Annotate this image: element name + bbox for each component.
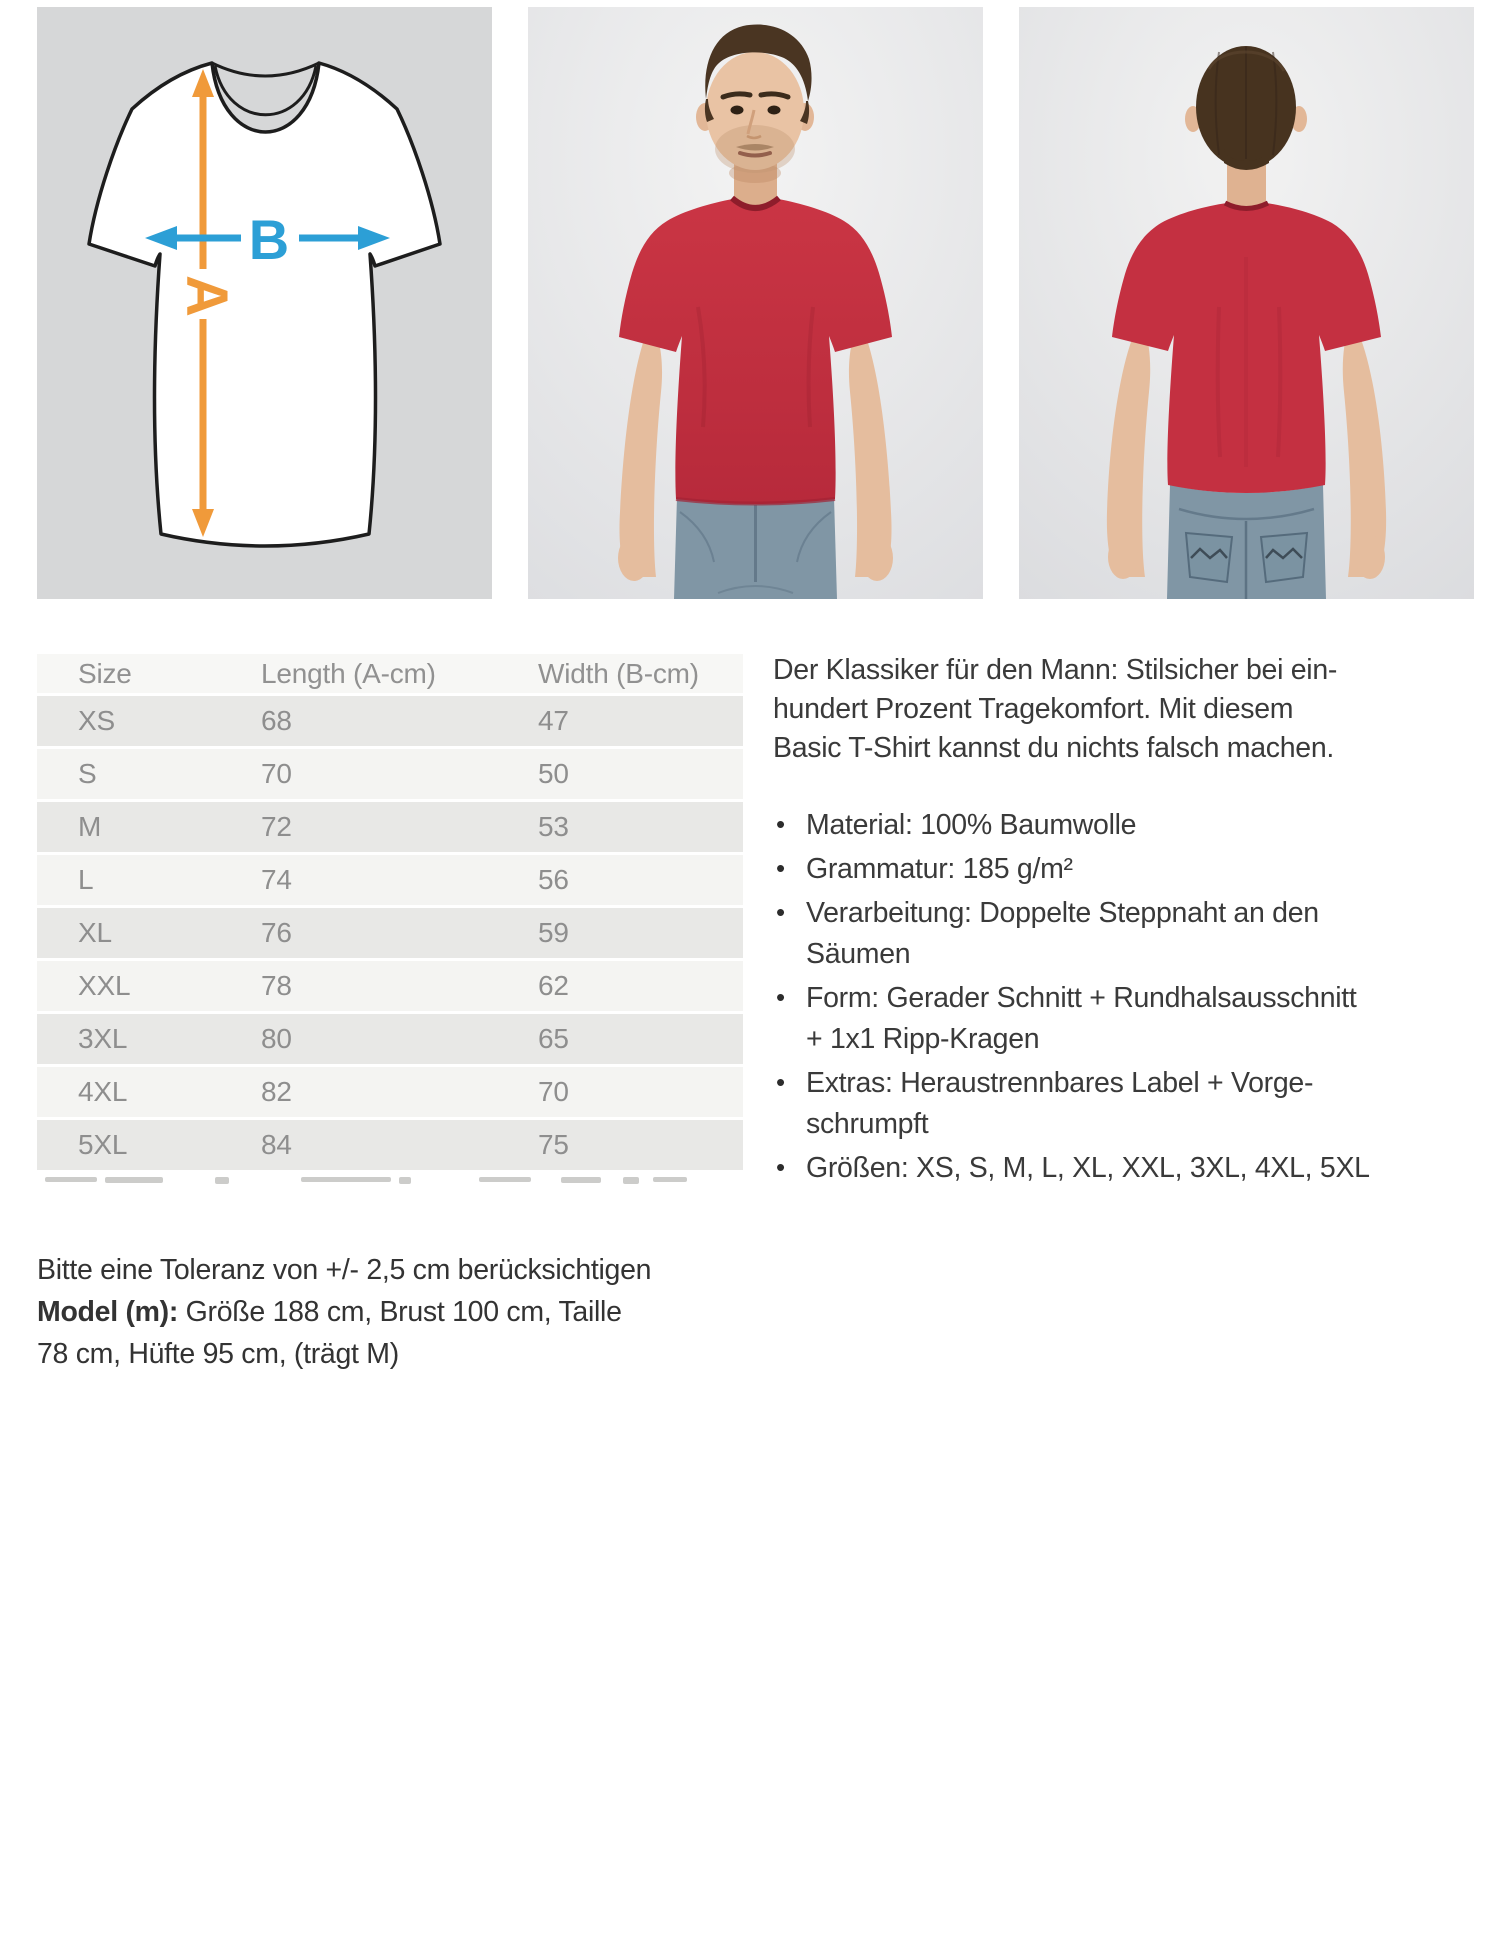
red-tshirt-front <box>619 195 892 506</box>
jeans <box>674 497 837 599</box>
collar-band <box>730 195 781 211</box>
arms <box>618 329 893 581</box>
arms <box>1106 327 1387 579</box>
hair <box>705 24 812 102</box>
width-arrow: B <box>145 208 390 271</box>
clipped-table-row-artifact <box>37 1177 743 1185</box>
mustache <box>736 144 774 151</box>
model-measurements-line1: Model (m): Größe 188 cm, Brust 100 cm, T… <box>37 1291 743 1333</box>
table-row: L 74 56 <box>37 855 743 905</box>
model-back-illustration <box>1019 7 1474 599</box>
bullet-icon: • <box>776 1152 785 1182</box>
measurement-notes: Bitte eine Toleranz von +/- 2,5 cm berüc… <box>37 1249 743 1375</box>
back-of-head <box>1185 46 1307 170</box>
table-row: M 72 53 <box>37 802 743 852</box>
model-measurements-rest: Größe 188 cm, Brust 100 cm, Taille <box>178 1296 622 1328</box>
list-item: • Verarbeitung: Doppelte Steppnaht an den… <box>773 893 1435 975</box>
model-label: Model (m): <box>37 1296 179 1328</box>
details-row: Size Length (A-cm) Width (B-cm) XS 68 47 S… <box>37 651 1496 1375</box>
neck <box>734 157 777 207</box>
bullet-icon: • <box>776 982 785 1012</box>
intro-line: hundert Prozent Tragekomfort. Mit diesem <box>773 693 1294 725</box>
list-item: • Form: Gerader Schnitt + Rundhalsausschn… <box>773 978 1435 1060</box>
collar-band-line <box>213 65 318 117</box>
bullet-icon: • <box>776 853 785 883</box>
table-row: 4XL 82 70 <box>37 1067 743 1117</box>
table-row: XL 76 59 <box>37 908 743 958</box>
size-table: Size Length (A-cm) Width (B-cm) XS 68 47 S… <box>37 651 743 1173</box>
list-item: • Größen: XS, S, M, L, XL, XXL, 3XL, 4XL,… <box>773 1148 1435 1189</box>
table-row: 3XL 80 65 <box>37 1014 743 1064</box>
bullet-icon: • <box>776 897 785 927</box>
model-measurements-line2: 78 cm, Hüfte 95 cm, (trägt M) <box>37 1338 399 1370</box>
tshirt-measure-diagram: A B <box>37 7 492 599</box>
tolerance-note: Bitte eine Toleranz von +/- 2,5 cm berüc… <box>37 1254 652 1286</box>
header-length: Length (A-cm) <box>260 654 537 693</box>
size-table-column: Size Length (A-cm) Width (B-cm) XS 68 47 S… <box>37 651 743 1375</box>
red-tshirt-back <box>1112 200 1381 493</box>
length-arrow-label: A <box>174 275 239 317</box>
model-front-illustration <box>528 7 983 599</box>
jeans-back <box>1167 485 1326 599</box>
model-back-photo <box>1019 7 1474 599</box>
feature-list: • Material: 100% Baumwolle • Grammatur: 18… <box>773 805 1435 1189</box>
table-row: XXL 78 62 <box>37 961 743 1011</box>
header-size: Size <box>37 654 260 693</box>
size-table-header-row: Size Length (A-cm) Width (B-cm) <box>37 654 743 693</box>
intro-line: Basic T-Shirt kannst du nichts falsch ma… <box>773 732 1334 764</box>
bullet-icon: • <box>776 809 785 839</box>
table-row: 5XL 84 75 <box>37 1120 743 1170</box>
collar-band <box>1223 200 1270 211</box>
table-row: S 70 50 <box>37 749 743 799</box>
product-description: Der Klassiker für den Mann: Stilsicher b… <box>773 651 1435 1192</box>
eyebrows <box>720 91 791 100</box>
bullet-icon: • <box>776 1067 785 1097</box>
left-eye <box>730 105 744 115</box>
size-diagram-image: A B <box>37 7 492 599</box>
chin-shadow <box>729 163 781 183</box>
face <box>696 24 814 173</box>
header-width: Width (B-cm) <box>537 654 743 693</box>
list-item: • Material: 100% Baumwolle <box>773 805 1435 846</box>
width-arrow-label: B <box>249 208 289 271</box>
mouth <box>738 151 772 158</box>
table-row: XS 68 47 <box>37 696 743 746</box>
list-item: • Grammatur: 185 g/m² <box>773 849 1435 890</box>
collar-back-line <box>211 61 320 78</box>
list-item: • Extras: Heraustrennbares Label + Vorge-… <box>773 1063 1435 1145</box>
right-eye <box>767 105 781 115</box>
nose <box>746 109 756 135</box>
model-front-photo <box>528 7 983 599</box>
description-intro: Der Klassiker für den Mann: Stilsicher b… <box>773 651 1435 768</box>
product-images-row: A B <box>37 7 1496 599</box>
product-detail-section: A B <box>37 7 1496 1375</box>
intro-line: Der Klassiker für den Mann: Stilsicher b… <box>773 654 1338 686</box>
tshirt-outline <box>87 61 442 548</box>
